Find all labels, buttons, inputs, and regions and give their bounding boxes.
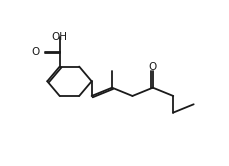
Text: OH: OH bbox=[52, 32, 68, 42]
Text: O: O bbox=[149, 62, 157, 72]
Text: O: O bbox=[32, 47, 40, 57]
